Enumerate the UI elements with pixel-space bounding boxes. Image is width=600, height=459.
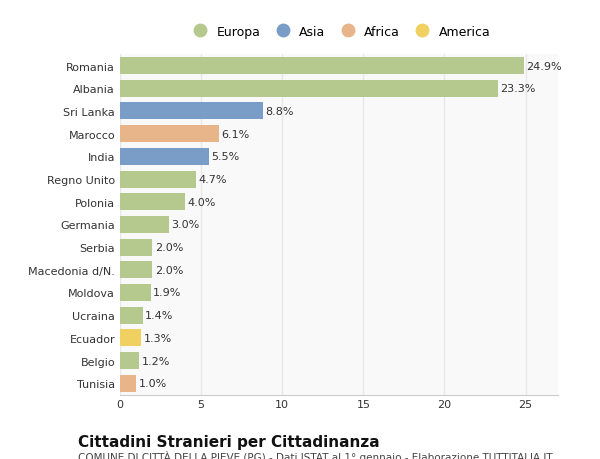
Text: 24.9%: 24.9% xyxy=(526,62,562,72)
Text: 23.3%: 23.3% xyxy=(500,84,536,94)
Text: 4.7%: 4.7% xyxy=(199,174,227,185)
Bar xyxy=(120,149,209,165)
Bar xyxy=(120,216,169,233)
Bar xyxy=(120,307,143,324)
Legend: Europa, Asia, Africa, America: Europa, Asia, Africa, America xyxy=(182,21,496,44)
Text: 1.4%: 1.4% xyxy=(145,310,173,320)
Text: 1.0%: 1.0% xyxy=(139,378,167,388)
Text: 1.2%: 1.2% xyxy=(142,356,170,366)
Bar xyxy=(120,375,136,392)
Text: Cittadini Stranieri per Cittadinanza: Cittadini Stranieri per Cittadinanza xyxy=(78,434,380,449)
Text: 8.8%: 8.8% xyxy=(265,106,293,117)
Bar xyxy=(120,239,152,256)
Bar xyxy=(120,284,151,301)
Bar xyxy=(120,330,141,347)
Text: 1.3%: 1.3% xyxy=(143,333,172,343)
Bar xyxy=(120,262,152,279)
Text: 3.0%: 3.0% xyxy=(171,220,199,230)
Bar xyxy=(120,58,524,75)
Bar xyxy=(120,171,196,188)
Text: 4.0%: 4.0% xyxy=(187,197,215,207)
Bar xyxy=(120,103,263,120)
Bar xyxy=(120,126,219,143)
Text: 5.5%: 5.5% xyxy=(212,152,240,162)
Bar xyxy=(120,80,498,97)
Bar xyxy=(120,353,139,369)
Bar xyxy=(120,194,185,211)
Text: 2.0%: 2.0% xyxy=(155,242,183,252)
Text: 1.9%: 1.9% xyxy=(153,288,182,298)
Text: 2.0%: 2.0% xyxy=(155,265,183,275)
Text: 6.1%: 6.1% xyxy=(221,129,250,140)
Text: COMUNE DI CITTÀ DELLA PIEVE (PG) - Dati ISTAT al 1° gennaio - Elaborazione TUTTI: COMUNE DI CITTÀ DELLA PIEVE (PG) - Dati … xyxy=(78,450,553,459)
